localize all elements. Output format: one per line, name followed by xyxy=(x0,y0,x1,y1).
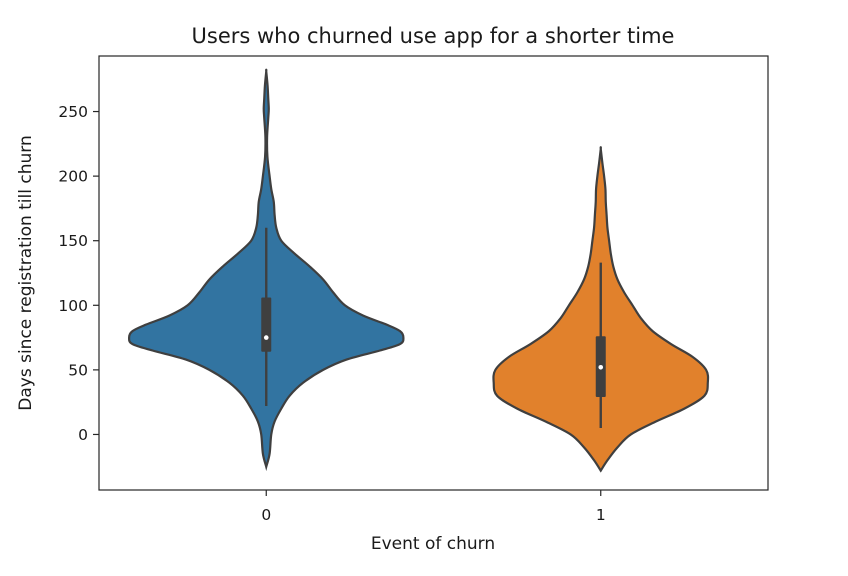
y-tick-label: 150 xyxy=(58,232,88,250)
median-point-0 xyxy=(263,335,269,340)
x-axis-label: Event of churn xyxy=(371,534,495,554)
y-tick-label: 50 xyxy=(68,361,88,379)
x-tick-label: 1 xyxy=(596,506,606,524)
y-tick-label: 250 xyxy=(58,103,88,121)
violins xyxy=(127,68,710,473)
y-tick-label: 200 xyxy=(58,168,88,186)
x-tick-label: 0 xyxy=(261,506,271,524)
iqr-box-0 xyxy=(261,297,272,352)
y-tick-label: 100 xyxy=(58,297,88,315)
chart-title: Users who churned use app for a shorter … xyxy=(192,24,675,48)
y-tick-label: 0 xyxy=(78,426,88,444)
median-point-1 xyxy=(598,364,604,370)
plot-area-frame xyxy=(98,55,769,491)
y-axis: 0 50 100 150 200 250 xyxy=(58,103,99,444)
y-axis-label: Days since registration till churn xyxy=(16,135,36,410)
